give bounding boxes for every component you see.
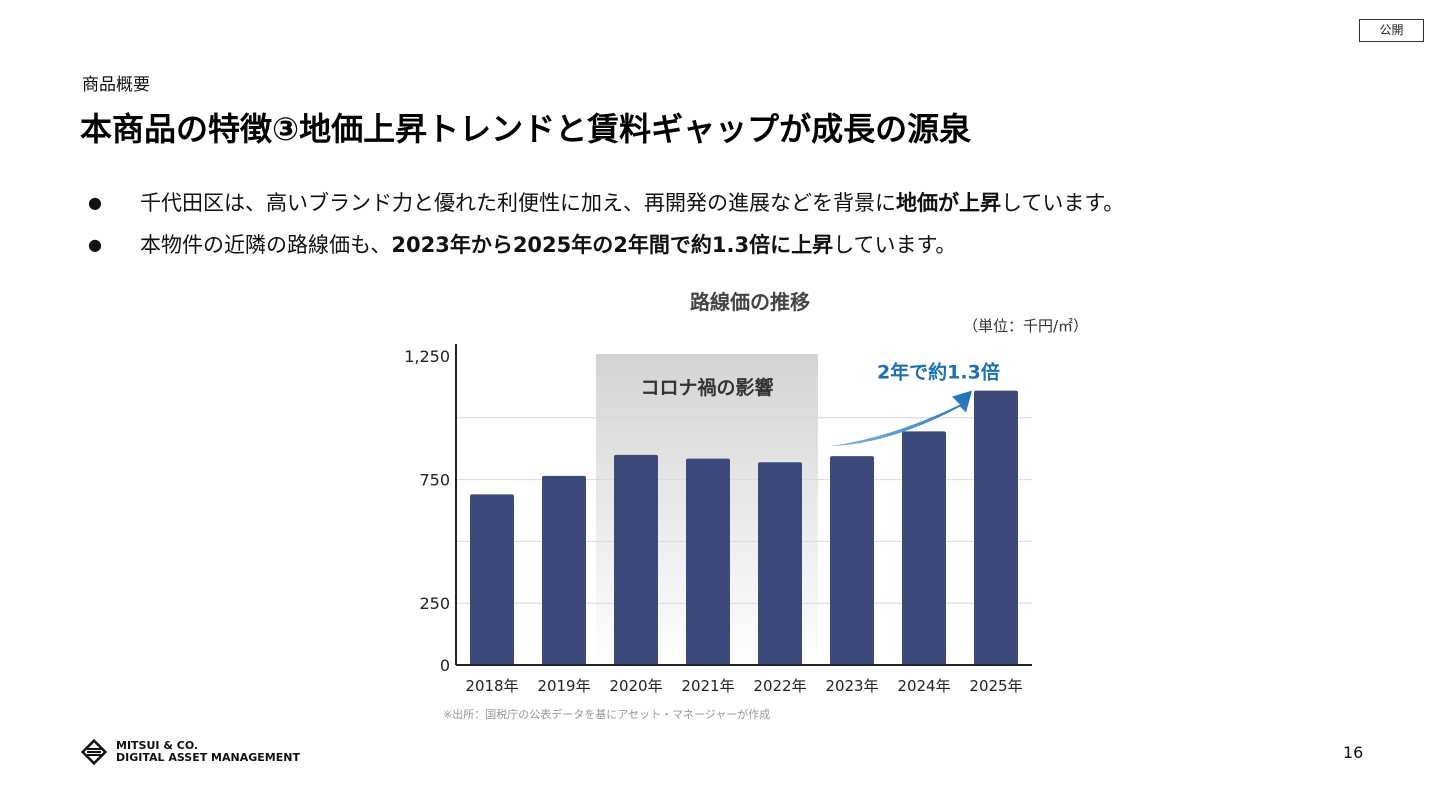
bullet-marker: ●	[88, 192, 102, 212]
company-logo: MITSUI & CO. DIGITAL ASSET MANAGEMENT	[78, 736, 300, 768]
x-tick-label: 2020年	[609, 677, 662, 695]
bullet-text-end: しています。	[833, 233, 957, 257]
bar	[614, 454, 658, 665]
y-tick-label: 1,250	[404, 347, 450, 366]
x-tick-label: 2023年	[825, 677, 878, 695]
x-tick-label: 2024年	[897, 677, 950, 695]
growth-arrow-icon	[830, 390, 972, 447]
chart-container: コロナ禍の影響 2018年 2019年 2020年 2021年 2022年 2023年 202…	[380, 282, 1088, 727]
y-tick-label: 250	[419, 594, 450, 613]
bullet-text-end: しています。	[1001, 191, 1125, 215]
logo-text: MITSUI & CO. DIGITAL ASSET MANAGEMENT	[116, 740, 300, 764]
x-tick-label: 2018年	[465, 677, 518, 695]
logo-line-1: MITSUI & CO.	[116, 739, 199, 752]
bar	[470, 494, 514, 665]
bar	[686, 458, 730, 665]
diamond-logo-icon	[80, 738, 108, 766]
bullet-text: 本物件の近隣の路線価も、	[140, 233, 392, 257]
unit-label: （単位：千円/㎡）	[962, 317, 1088, 335]
source-note: ※出所：国税庁の公表データを基にアセット・マネージャーが作成	[443, 708, 771, 721]
x-tick-label: 2019年	[537, 677, 590, 695]
chart-title: 路線価の推移	[690, 290, 810, 314]
x-tick-label: 2025年	[969, 677, 1022, 695]
bar	[830, 456, 874, 665]
section-label: 商品概要	[82, 75, 150, 95]
growth-annotation: 2年で約1.3倍	[877, 361, 1000, 384]
bullet-emphasis: 地価が上昇	[896, 191, 1001, 215]
bar	[758, 462, 802, 665]
public-badge: 公開	[1359, 19, 1424, 42]
x-tick-label: 2022年	[753, 677, 806, 695]
bar	[902, 431, 946, 665]
bullet-item: ● 千代田区は、高いブランド力と優れた利便性に加え、再開発の進展などを背景に 地価…	[88, 190, 1125, 215]
x-tick-label: 2021年	[681, 677, 734, 695]
y-tick-label: 0	[440, 656, 450, 675]
shaded-region-label: コロナ禍の影響	[640, 376, 773, 399]
page-title: 本商品の特徴③地価上昇トレンドと賃料ギャップが成長の源泉	[80, 110, 972, 148]
y-tick-label: 750	[419, 471, 450, 490]
bullet-list: ● 千代田区は、高いブランド力と優れた利便性に加え、再開発の進展などを背景に 地価…	[88, 190, 1124, 274]
bullet-item: ● 本物件の近隣の路線価も、 2023年から2025年の2年間で約1.3倍に上昇し…	[88, 232, 1124, 257]
bar	[974, 390, 1018, 665]
bullet-text: 千代田区は、高いブランド力と優れた利便性に加え、再開発の進展などを背景に	[140, 191, 896, 215]
bar-chart: コロナ禍の影響 2018年 2019年 2020年 2021年 2022年 2023年 202…	[404, 344, 1032, 695]
logo-line-2: DIGITAL ASSET MANAGEMENT	[116, 751, 300, 764]
page-number: 16	[1343, 743, 1364, 762]
bullet-emphasis: 2023年から2025年の2年間で約1.3倍に上昇	[391, 233, 834, 257]
bar	[542, 475, 586, 665]
bullet-marker: ●	[88, 234, 102, 254]
